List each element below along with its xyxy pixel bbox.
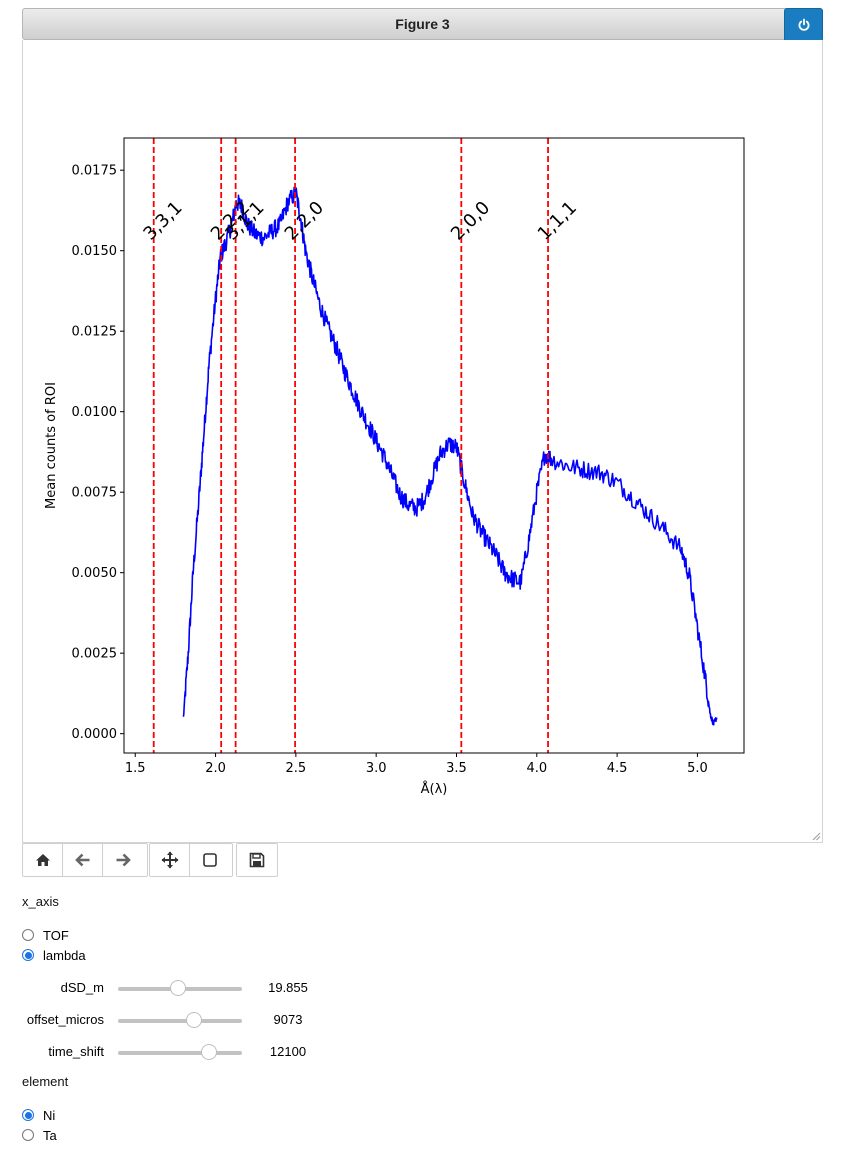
slider-dsd-m: dSD_m 19.855 xyxy=(0,978,400,998)
x-tick-label: 4.0 xyxy=(526,761,547,776)
slider-handle[interactable] xyxy=(185,1012,202,1028)
figure-title: Figure 3 xyxy=(395,16,450,32)
x-tick-label: 2.0 xyxy=(205,761,226,776)
tools-button-group xyxy=(149,843,233,877)
y-tick-label: 0.0100 xyxy=(72,405,118,420)
x-tick-label: 2.5 xyxy=(286,761,307,776)
home-button[interactable] xyxy=(23,844,63,876)
slider-handle[interactable] xyxy=(169,980,186,996)
power-icon xyxy=(798,18,809,31)
slider-value[interactable]: 19.855 xyxy=(268,980,308,995)
y-tick-label: 0.0175 xyxy=(72,164,118,179)
zoom-rect-icon xyxy=(203,853,217,867)
element-option-ni[interactable]: Ni xyxy=(22,1106,55,1124)
y-tick-label: 0.0050 xyxy=(72,566,118,581)
y-tick-label: 0.0125 xyxy=(72,325,118,340)
reflection-label: 1,1,1 xyxy=(534,197,581,244)
close-figure-button[interactable] xyxy=(784,8,823,42)
slider-value[interactable]: 12100 xyxy=(269,1044,307,1059)
y-axis-label: Mean counts of ROI xyxy=(44,382,59,509)
reflection-label: 3,3,1 xyxy=(139,197,186,244)
slider-value[interactable]: 9073 xyxy=(273,1012,303,1027)
slider-track[interactable] xyxy=(118,980,242,996)
back-arrow-icon xyxy=(74,853,89,867)
home-icon xyxy=(35,854,50,866)
save-button[interactable] xyxy=(237,844,277,876)
x-axis-option-tof[interactable]: TOF xyxy=(22,926,69,944)
move-icon xyxy=(161,851,178,869)
x-axis-option-label: lambda xyxy=(43,947,86,963)
back-button[interactable] xyxy=(63,844,103,876)
y-tick-label: 0.0150 xyxy=(72,244,118,259)
slider-handle[interactable] xyxy=(200,1044,217,1060)
figure-canvas[interactable]: 1.5 2.0 2.5 3.0 3.5 4.0 4.5 5.0 0.0000 0.0025 0.00… xyxy=(22,40,823,843)
element-option-label: Ta xyxy=(43,1127,57,1143)
save-button-group xyxy=(236,843,278,877)
resize-grip-icon[interactable] xyxy=(811,831,821,841)
pan-button[interactable] xyxy=(150,844,190,876)
slider-offset-micros: offset_micros 9073 xyxy=(0,1010,400,1030)
element-radio-ni[interactable] xyxy=(22,1109,34,1121)
x-tick-label: 4.5 xyxy=(607,761,628,776)
slider-label: dSD_m xyxy=(60,980,104,995)
reflection-label: 2,0,0 xyxy=(447,197,494,244)
data-series-line xyxy=(182,186,718,726)
element-label: element xyxy=(22,1074,69,1089)
x-tick-label: 3.5 xyxy=(446,761,467,776)
slider-label: time_shift xyxy=(48,1044,104,1059)
element-option-ta[interactable]: Ta xyxy=(22,1126,57,1144)
x-tick-label: 5.0 xyxy=(687,761,708,776)
x-axis-radio-tof[interactable] xyxy=(22,929,34,941)
history-button-group xyxy=(22,843,148,877)
slider-time-shift: time_shift 12100 xyxy=(0,1042,400,1062)
x-tick-label: 3.0 xyxy=(366,761,387,776)
chart: 1.5 2.0 2.5 3.0 3.5 4.0 4.5 5.0 0.0000 0.0025 0.00… xyxy=(44,137,745,797)
zoom-rect-button[interactable] xyxy=(190,844,230,876)
x-axis-label: x_axis xyxy=(22,894,59,909)
slider-label: offset_micros xyxy=(26,1012,104,1027)
save-disk-icon xyxy=(249,852,265,868)
x-tick-label: 1.5 xyxy=(125,761,146,776)
forward-arrow-icon xyxy=(116,853,131,867)
slider-track[interactable] xyxy=(118,1044,242,1060)
y-tick-label: 0.0075 xyxy=(72,486,118,501)
x-axis-radio-lambda[interactable] xyxy=(22,949,34,961)
plot-frame xyxy=(123,137,745,754)
x-axis-option-label: TOF xyxy=(43,927,69,943)
element-radio-ta[interactable] xyxy=(22,1129,34,1141)
figure-header: Figure 3 xyxy=(22,8,823,42)
y-tick-label: 0.0025 xyxy=(72,647,118,662)
y-tick-label: 0.0000 xyxy=(72,727,118,742)
element-option-label: Ni xyxy=(43,1107,56,1123)
slider-track[interactable] xyxy=(118,1012,242,1028)
x-axis-option-lambda[interactable]: lambda xyxy=(22,946,86,964)
forward-button[interactable] xyxy=(103,844,143,876)
x-axis-label: Å(λ) xyxy=(421,781,448,797)
